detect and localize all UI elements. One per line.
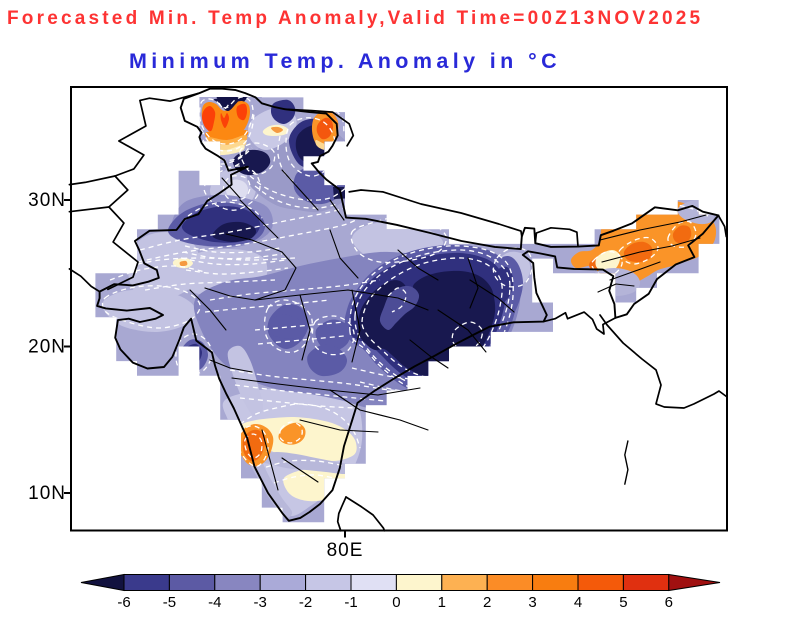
svg-text:0: 0 [392,594,400,611]
svg-text:10N: 10N [28,483,66,504]
svg-text:-6: -6 [117,594,130,611]
svg-text:-1: -1 [344,594,357,611]
svg-text:6: 6 [665,594,673,611]
svg-text:-4: -4 [208,594,221,611]
svg-text:3: 3 [528,594,536,611]
svg-text:20N: 20N [28,337,66,358]
svg-text:1: 1 [438,594,446,611]
svg-text:-3: -3 [254,594,267,611]
svg-text:-2: -2 [299,594,312,611]
svg-text:2: 2 [483,594,491,611]
svg-text:80E: 80E [327,540,364,561]
svg-text:30N: 30N [28,190,66,211]
svg-text:4: 4 [574,594,582,611]
svg-text:Forecasted Min. Temp Anomaly,V: Forecasted Min. Temp Anomaly,Valid Time=… [7,8,703,29]
svg-text:5: 5 [619,594,627,611]
svg-text:Minimum Temp. Anomaly in °C: Minimum Temp. Anomaly in °C [129,49,561,73]
svg-text:-5: -5 [163,594,176,611]
